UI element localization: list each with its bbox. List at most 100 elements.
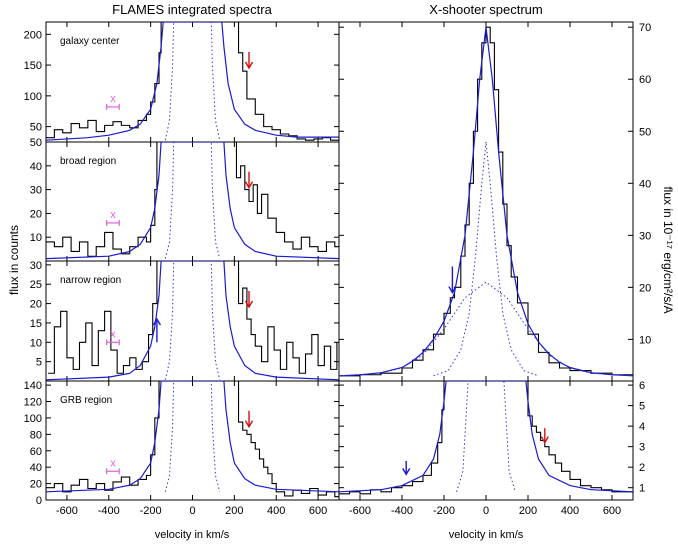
component-line <box>339 281 633 377</box>
y-tick-label: 60 <box>639 74 651 86</box>
marker-x-symbol: x <box>110 457 116 469</box>
arrow-head <box>540 436 549 444</box>
left-y-axis-label: flux in counts <box>7 225 21 295</box>
fit-line <box>46 22 339 141</box>
component-line <box>433 141 539 377</box>
arrow-head <box>244 61 254 70</box>
x-tick-label: 0 <box>483 505 489 517</box>
right-x-axis-label: velocity in km/s <box>449 529 524 541</box>
arrow-head <box>402 468 411 476</box>
right-y-axis-label: flux in 10⁻¹⁷ erg/cm²/s/A <box>661 186 675 313</box>
y-tick-label: 60 <box>30 446 42 458</box>
plot-area <box>46 261 339 381</box>
x-tick-label: -600 <box>349 505 371 517</box>
y-tick-label: 10 <box>639 334 651 346</box>
y-tick-label: 20 <box>30 299 42 311</box>
blue-arrow <box>152 317 162 343</box>
y-tick-label: 50 <box>30 137 42 149</box>
red-arrow <box>244 52 254 70</box>
panel-left-1: 50 100 150 200 galaxy center x <box>24 21 340 143</box>
y-tick-label: 20 <box>30 479 42 491</box>
x-tick-label: -600 <box>56 505 78 517</box>
x-tick-label: 200 <box>225 505 243 517</box>
y-tick-label: 30 <box>639 230 651 242</box>
panel-frame <box>338 380 634 501</box>
blue-arrow <box>402 461 411 476</box>
red-arrow <box>244 171 254 190</box>
red-arrow <box>244 410 254 429</box>
arrow-head <box>152 317 162 326</box>
fit-line <box>339 381 633 493</box>
y-tick-label: 10 <box>30 337 42 349</box>
data-spectrum-line <box>339 381 633 495</box>
right-title: X-shooter spectrum <box>429 2 542 17</box>
component-line <box>164 22 221 141</box>
plot-area <box>339 26 633 377</box>
marker-x-symbol: x <box>110 209 116 221</box>
panel-label: broad region <box>60 156 116 167</box>
component-line <box>164 381 221 492</box>
y-tick-label: 30 <box>30 260 42 272</box>
y-tick-label: 20 <box>639 282 651 294</box>
plot-area <box>339 381 633 495</box>
y-tick-label: 200 <box>24 29 42 41</box>
x-tick-label: 400 <box>267 505 285 517</box>
component-line <box>164 261 221 380</box>
panel-left-4: -600 -400 -200 0 200 400 600 0 20 40 60 80 100 120 140… <box>24 380 340 517</box>
y-tick-label: 5 <box>639 401 645 413</box>
left-x-axis-label: velocity in km/s <box>155 529 230 541</box>
y-tick-label: 50 <box>30 122 42 134</box>
panel-left-3: 5 10 15 20 25 30 narrow region x <box>30 260 340 382</box>
x-tick-label: 400 <box>561 505 579 517</box>
blue-arrow <box>448 266 457 294</box>
left-title: FLAMES integrated spectra <box>112 2 272 17</box>
x-tick-label: -200 <box>433 505 455 517</box>
x-tick-label: 200 <box>519 505 537 517</box>
arrow-head <box>244 181 254 190</box>
y-tick-label: 40 <box>30 462 42 474</box>
y-tick-label: 100 <box>24 91 42 103</box>
x-tick-label: 0 <box>189 505 195 517</box>
arrow-head <box>244 300 254 309</box>
y-tick-label: 30 <box>30 185 42 197</box>
arrow-head <box>244 420 254 429</box>
panel-left-2: 10 20 30 40 50 broad region x <box>30 137 340 262</box>
y-tick-label: 1 <box>639 483 645 495</box>
arrow-head <box>448 286 457 294</box>
fit-line <box>339 27 633 377</box>
panel-right-bottom: -600 -400 -200 0 200 400 600 1 2 3 4 5 6 <box>338 380 645 517</box>
y-tick-label: 140 <box>24 380 42 392</box>
panel-label: galaxy center <box>60 36 120 47</box>
plot-area <box>46 142 339 260</box>
panel-frame <box>338 21 634 382</box>
y-tick-label: 70 <box>639 22 651 34</box>
data-spectrum-line <box>48 261 338 374</box>
y-tick-label: 40 <box>30 161 42 173</box>
x-tick-label: -400 <box>391 505 413 517</box>
y-tick-label: 5 <box>36 357 42 369</box>
component-line <box>456 381 516 492</box>
plot-area <box>46 22 339 141</box>
panel-label: GRB region <box>60 395 112 406</box>
y-tick-label: 6 <box>639 380 645 392</box>
plot-area <box>46 381 339 498</box>
fit-line <box>46 142 339 260</box>
y-tick-label: 150 <box>24 60 42 72</box>
data-spectrum-line <box>339 26 633 377</box>
red-arrow <box>244 291 254 309</box>
marker-x-symbol: x <box>110 328 116 340</box>
y-tick-label: 20 <box>30 208 42 220</box>
x-tick-label: 600 <box>309 505 327 517</box>
panel-right-top: 10 20 30 40 50 60 70 <box>338 21 651 382</box>
x-tick-label: -200 <box>140 505 162 517</box>
y-tick-label: 80 <box>30 429 42 441</box>
marker-x-symbol: x <box>110 93 116 105</box>
x-tick-label: -400 <box>98 505 120 517</box>
y-tick-label: 0 <box>36 495 42 507</box>
y-tick-label: 3 <box>639 442 645 454</box>
red-arrow <box>540 428 549 444</box>
panel-label: narrow region <box>60 275 121 286</box>
y-tick-label: 40 <box>639 178 651 190</box>
y-tick-label: 15 <box>30 318 42 330</box>
